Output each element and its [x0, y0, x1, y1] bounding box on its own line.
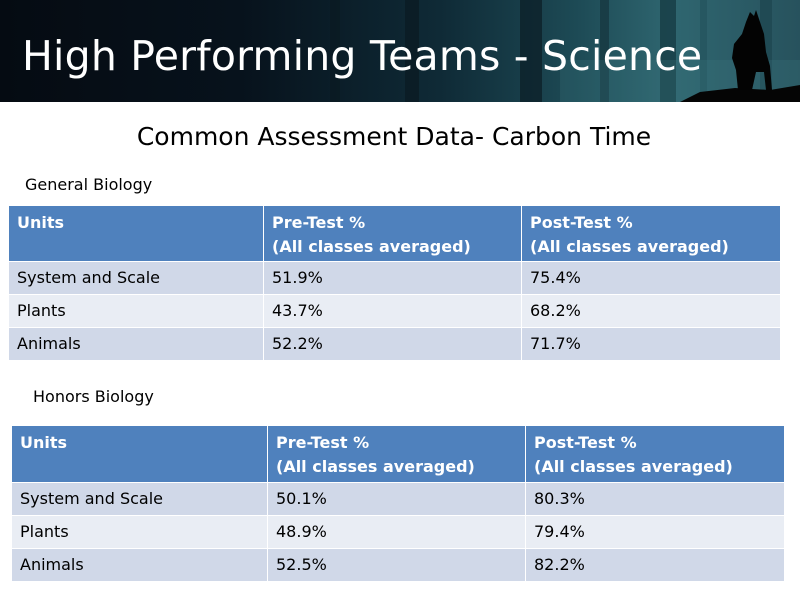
cell-post: 80.3% — [525, 482, 785, 516]
banner-title: High Performing Teams - Science — [22, 32, 703, 80]
cell-post: 82.2% — [525, 548, 785, 582]
cell-pre: 52.2% — [263, 327, 522, 361]
forest-wolf-image — [330, 0, 800, 102]
table-row: Plants 48.9% 79.4% — [11, 515, 785, 549]
general-biology-label: General Biology — [25, 175, 153, 194]
cell-pre: 50.1% — [267, 482, 526, 516]
cell-post: 71.7% — [521, 327, 781, 361]
table-row: System and Scale 51.9% 75.4% — [8, 261, 781, 295]
cell-post: 79.4% — [525, 515, 785, 549]
cell-pre: 51.9% — [263, 261, 522, 295]
cell-pre: 43.7% — [263, 294, 522, 328]
cell-unit: Animals — [8, 327, 264, 361]
cell-post: 68.2% — [521, 294, 781, 328]
header-units: Units — [8, 205, 264, 262]
cell-post: 75.4% — [521, 261, 781, 295]
header-units: Units — [11, 425, 268, 483]
cell-unit: System and Scale — [11, 482, 268, 516]
table-row: Animals 52.2% 71.7% — [8, 327, 781, 361]
header-pre-test: Pre-Test % (All classes averaged) — [267, 425, 526, 483]
table-header-row: Units Pre-Test % (All classes averaged) … — [11, 425, 785, 483]
header-pre-test: Pre-Test % (All classes averaged) — [263, 205, 522, 262]
table-row: System and Scale 50.1% 80.3% — [11, 482, 785, 516]
header-post-test: Post-Test % (All classes averaged) — [521, 205, 781, 262]
cell-unit: System and Scale — [8, 261, 264, 295]
honors-biology-table: Units Pre-Test % (All classes averaged) … — [11, 425, 785, 582]
cell-pre: 52.5% — [267, 548, 526, 582]
table-row: Plants 43.7% 68.2% — [8, 294, 781, 328]
cell-pre: 48.9% — [267, 515, 526, 549]
cell-unit: Animals — [11, 548, 268, 582]
honors-biology-label: Honors Biology — [33, 387, 154, 406]
general-biology-table: Units Pre-Test % (All classes averaged) … — [8, 205, 781, 361]
cell-unit: Plants — [11, 515, 268, 549]
table-header-row: Units Pre-Test % (All classes averaged) … — [8, 205, 781, 262]
header-banner: High Performing Teams - Science — [0, 0, 800, 102]
cell-unit: Plants — [8, 294, 264, 328]
page-subtitle: Common Assessment Data- Carbon Time — [136, 122, 652, 151]
header-post-test: Post-Test % (All classes averaged) — [525, 425, 785, 483]
table-row: Animals 52.5% 82.2% — [11, 548, 785, 582]
